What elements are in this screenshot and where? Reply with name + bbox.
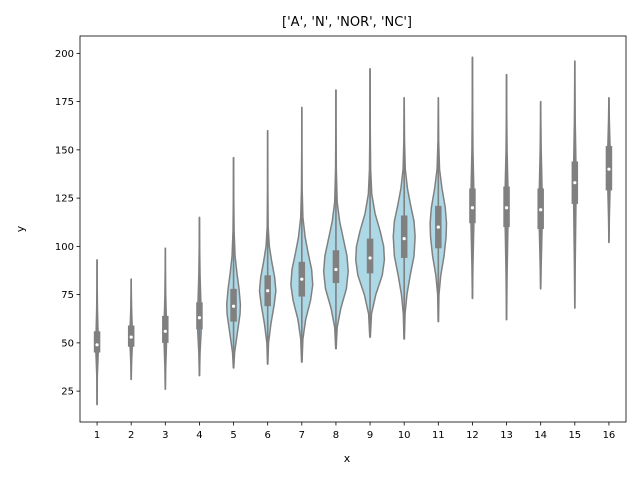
violin-median-8 xyxy=(334,267,338,272)
x-tick-label: 11 xyxy=(432,430,445,441)
y-tick-label: 25 xyxy=(61,387,74,398)
violin-median-7 xyxy=(300,277,304,281)
y-tick-label: 75 xyxy=(61,290,74,301)
violin-iqr-box-10 xyxy=(400,215,408,258)
violin-median-11 xyxy=(436,225,440,229)
violin-median-12 xyxy=(470,206,475,210)
violin-group xyxy=(93,56,613,406)
x-tick-label: 10 xyxy=(398,430,411,441)
violin-median-10 xyxy=(402,237,406,241)
x-tick-label: 2 xyxy=(128,430,134,441)
x-axis-label: x xyxy=(344,452,351,465)
violin-median-4 xyxy=(197,316,202,320)
axes-frame xyxy=(79,35,627,423)
violin-iqr-box-3 xyxy=(162,315,169,343)
y-tick-label: 125 xyxy=(55,194,74,205)
x-tick-label: 15 xyxy=(568,430,581,441)
y-tick-label: 200 xyxy=(55,49,74,60)
y-tick-label: 150 xyxy=(55,145,74,156)
violin-iqr-box-12 xyxy=(469,188,476,224)
violin-median-2 xyxy=(129,335,133,339)
violin-median-1 xyxy=(95,343,99,347)
x-tick-label: 16 xyxy=(603,430,616,441)
violin-iqr-box-1 xyxy=(93,331,101,353)
violin-median-14 xyxy=(539,208,543,212)
x-tick-label: 12 xyxy=(466,430,479,441)
y-axis-ticks: 25 50 75 100 125 150 175 200 xyxy=(55,49,80,398)
x-tick-label: 13 xyxy=(500,430,513,441)
y-tick-label: 100 xyxy=(55,242,74,253)
x-tick-label: 4 xyxy=(196,430,202,441)
violin-median-9 xyxy=(368,256,372,260)
x-tick-label: 9 xyxy=(367,430,373,441)
x-tick-label: 3 xyxy=(162,430,168,441)
x-tick-label: 7 xyxy=(299,430,305,441)
x-axis-ticks: 1 2 3 4 5 6 7 8 9 10 11 12 13 14 15 16 xyxy=(94,422,615,441)
y-tick-label: 50 xyxy=(61,338,74,349)
violin-median-6 xyxy=(266,289,270,293)
y-tick-label: 175 xyxy=(55,97,74,108)
violin-median-15 xyxy=(573,181,577,185)
violin-iqr-box-4 xyxy=(196,302,203,330)
x-tick-label: 6 xyxy=(265,430,271,441)
violin-iqr-box-8 xyxy=(332,250,340,284)
y-axis-label: y xyxy=(14,225,27,232)
x-tick-label: 5 xyxy=(230,430,236,441)
violin-median-5 xyxy=(231,304,236,308)
violin-iqr-box-9 xyxy=(366,238,374,274)
violin-median-16 xyxy=(607,167,611,171)
x-tick-label: 8 xyxy=(333,430,339,441)
violin-median-13 xyxy=(504,206,509,210)
x-tick-label: 1 xyxy=(94,430,100,441)
violin-median-3 xyxy=(163,329,167,333)
chart-title: ['A', 'N', 'NOR', 'NC'] xyxy=(282,15,412,30)
x-tick-label: 14 xyxy=(534,430,547,441)
